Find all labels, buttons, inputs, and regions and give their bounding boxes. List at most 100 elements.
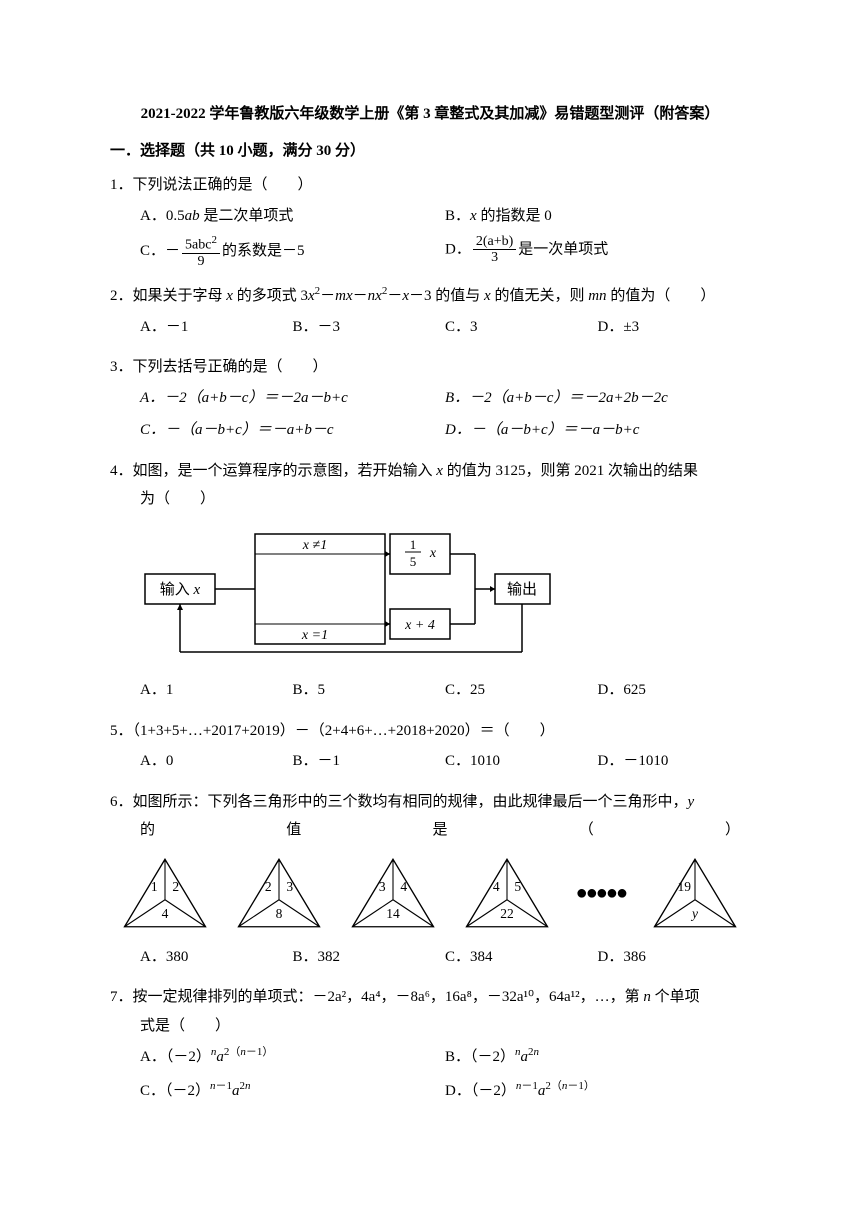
triangle-diagram: 19 y	[650, 853, 740, 933]
q1d-den: 3	[473, 250, 516, 265]
q7-t1: 7．按一定规律排列的单项式：－2a²，4a⁴，－8a⁶，16a⁸，－32a¹⁰，…	[110, 989, 643, 1005]
q1d-suffix: 是一次单项式	[518, 241, 608, 257]
q6-options: A．380 B．382 C．384 D．386	[110, 941, 750, 974]
q7c-pre: C．（－2）	[140, 1083, 210, 1099]
q2-t2: 的多项式 3	[233, 288, 308, 304]
flow-bot-expr: x + 4	[404, 618, 435, 633]
flow-top-den: 5	[410, 554, 417, 569]
q2-nx: nx	[368, 288, 382, 304]
q1-option-b: B．x 的指数是 0	[445, 200, 750, 233]
svg-text:8: 8	[276, 906, 283, 921]
q6-option-b: B．382	[293, 941, 446, 974]
q6-s1: 值	[286, 816, 301, 845]
q4-flowchart: 输入 x x ≠1 x =1 1 5 x x + 4	[140, 524, 750, 665]
q6-s3: （	[579, 816, 594, 845]
svg-text:22: 22	[500, 906, 514, 921]
svg-text:3: 3	[286, 879, 293, 894]
q1-option-d: D．2(a+b)3是一次单项式	[445, 232, 750, 271]
q4-options: A．1 B．5 C．25 D．625	[110, 674, 750, 707]
q1a-mid: ab	[185, 208, 200, 224]
q1d-num: 2(a+b)	[473, 234, 516, 250]
q2-t3: －	[320, 288, 335, 304]
svg-text:2: 2	[265, 879, 272, 894]
q6-triangles: 1 2 4 2 3 8 3 4 14 4 5 22 ●●●●●	[110, 853, 750, 933]
q2-text: 2．如果关于字母 x 的多项式 3x2－mx－nx2－x－3 的值与 x 的值无…	[110, 281, 750, 311]
q2-t8: 的值为（ ）	[607, 288, 716, 304]
triangle-diagram: 3 4 14	[348, 853, 438, 933]
q1c-suffix: 的系数是－5	[222, 243, 305, 259]
q7-text-cont: 式是（ ）	[110, 1012, 750, 1041]
q2-t7: 的值无关，则	[491, 288, 589, 304]
triangle-diagram: 2 3 8	[234, 853, 324, 933]
q2-mx: mx	[335, 288, 353, 304]
q4-option-c: C．25	[445, 674, 598, 707]
q6-s2: 是	[432, 816, 447, 845]
q1-options: A．0.5ab 是二次单项式 B．x 的指数是 0 C．－5abc29的系数是－…	[110, 200, 750, 272]
q6-option-a: A．380	[140, 941, 293, 974]
q7b-pre: B．（－2）	[445, 1049, 515, 1065]
q4-option-d: D．625	[598, 674, 751, 707]
q7-text: 7．按一定规律排列的单项式：－2a²，4a⁴，－8a⁶，16a⁸，－32a¹⁰，…	[110, 983, 750, 1012]
svg-text:4: 4	[162, 906, 169, 921]
q6-option-d: D．386	[598, 941, 751, 974]
q6-spread: 的 值 是 （ ）	[110, 816, 750, 845]
svg-text:3: 3	[379, 879, 386, 894]
q6-text: 6．如图所示：下列各三角形中的三个数均有相同的规律，由此规律最后一个三角形中，y	[110, 788, 750, 817]
q3-option-a: A．－2（a+b－c）＝－2a－b+c	[140, 382, 445, 415]
q2-t4: －	[353, 288, 368, 304]
svg-text:1: 1	[151, 879, 158, 894]
q6-t1: 6．如图所示：下列各三角形中的三个数均有相同的规律，由此规律最后一个三角形中，	[110, 794, 688, 810]
q1a-prefix: A．0.5	[140, 208, 185, 224]
q5-option-b: B．－1	[293, 745, 446, 778]
q1b-mid: x	[470, 208, 477, 224]
q3-option-d: D．－（a－b+c）＝－a－b+c	[445, 414, 750, 447]
q3-option-c: C．－（a－b+c）＝－a+b－c	[140, 414, 445, 447]
flow-top-x: x	[429, 546, 437, 561]
flow-top-num: 1	[410, 537, 417, 552]
q2-x1: x	[226, 288, 233, 304]
q7-option-c: C．（－2）n－1a2n	[140, 1074, 445, 1108]
q6-option-c: C．384	[445, 941, 598, 974]
flow-output: 输出	[507, 581, 537, 598]
svg-text:y: y	[690, 906, 698, 921]
flow-input: 输入 x	[160, 581, 201, 598]
q1-option-c: C．－5abc29的系数是－5	[140, 232, 445, 271]
q7-t2: 个单项	[651, 989, 700, 1005]
q4-option-a: A．1	[140, 674, 293, 707]
question-4: 4．如图，是一个运算程序的示意图，若开始输入 x 的值为 3125，则第 202…	[110, 457, 750, 707]
q6-y: y	[688, 794, 695, 810]
q5-option-a: A．0	[140, 745, 293, 778]
q2-option-c: C．3	[445, 311, 598, 344]
q3-text: 3．下列去括号正确的是（ ）	[110, 353, 750, 382]
q7-option-d: D．（－2）n－1a2（n－1）	[445, 1074, 750, 1108]
svg-text:5: 5	[514, 879, 521, 894]
q7-option-b: B．（－2）na2n	[445, 1040, 750, 1074]
q1b-prefix: B．	[445, 208, 470, 224]
svg-text:19: 19	[677, 879, 691, 894]
svg-text:4: 4	[493, 879, 500, 894]
q1-option-a: A．0.5ab 是二次单项式	[140, 200, 445, 233]
svg-text:14: 14	[386, 906, 400, 921]
document-title: 2021-2022 学年鲁教版六年级数学上册《第 3 章整式及其加减》易错题型测…	[110, 100, 750, 129]
q2-option-b: B．－3	[293, 311, 446, 344]
q5-text: 5．（1+3+5+…+2017+2019）－（2+4+6+…+2018+2020…	[110, 717, 750, 746]
q2-t6: －3 的值与	[409, 288, 484, 304]
q7-option-a: A．（－2）na2（n－1）	[140, 1040, 445, 1074]
q6-s0: 的	[140, 816, 155, 845]
q2-t1: 2．如果关于字母	[110, 288, 226, 304]
triangle-diagram: 4 5 22	[462, 853, 552, 933]
q2-options: A．－1 B．－3 C．3 D．±3	[110, 311, 750, 344]
question-7: 7．按一定规律排列的单项式：－2a²，4a⁴，－8a⁶，16a⁸，－32a¹⁰，…	[110, 983, 750, 1107]
q6-s4: ）	[725, 816, 740, 845]
q4-text-cont: 为（ ）	[110, 485, 750, 514]
q4-x: x	[436, 463, 443, 479]
q2-option-a: A．－1	[140, 311, 293, 344]
flowchart-svg: 输入 x x ≠1 x =1 1 5 x x + 4	[140, 524, 560, 654]
q2-t5: －	[387, 288, 402, 304]
q4-t2: 的值为 3125，则第 2021 次输出的结果	[443, 463, 698, 479]
q2-option-d: D．±3	[598, 311, 751, 344]
q7d-pre: D．（－2）	[445, 1083, 516, 1099]
q1-text: 1．下列说法正确的是（ ）	[110, 171, 750, 200]
q1c-prefix: C．－	[140, 243, 180, 259]
q7a-pre: A．（－2）	[140, 1049, 211, 1065]
